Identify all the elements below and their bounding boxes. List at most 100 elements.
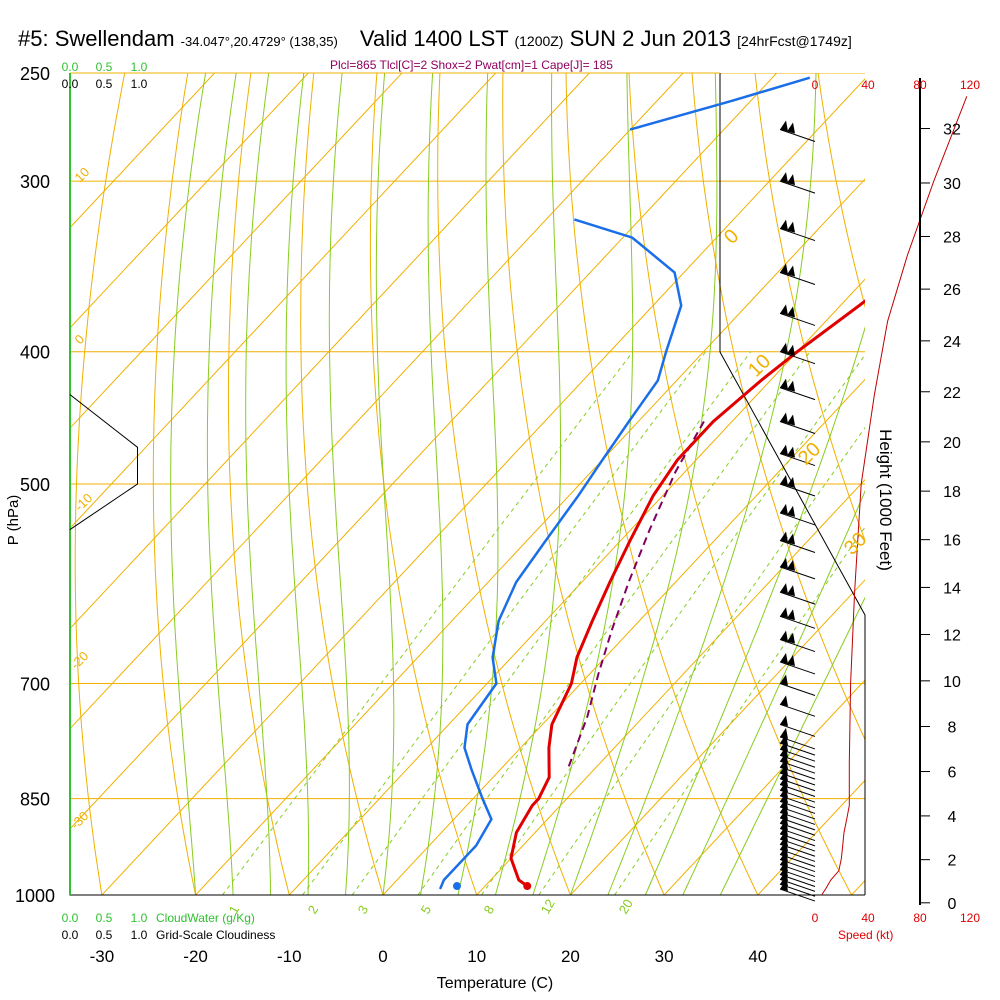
mixing-ratio-line — [351, 351, 752, 895]
wind-barb-flag — [780, 475, 788, 486]
wind-barb-staff — [779, 778, 816, 792]
temperature-tick-label: 0 — [378, 947, 387, 966]
dry-adiabat — [227, 73, 290, 895]
height-tick-label: 28 — [943, 230, 961, 247]
cloudwater-scale-top: 0.5 — [96, 60, 113, 74]
moist-adiabat — [170, 73, 207, 895]
speed-scale-bottom: 0 — [812, 911, 819, 925]
wind-barb-staff — [779, 789, 816, 803]
dry-adiabat — [817, 73, 865, 309]
wind-barb-staff — [779, 848, 816, 862]
cloudwater-scale-top: 1.0 — [131, 60, 148, 74]
wind-barb-flag — [787, 609, 795, 621]
mixing-ratio-line — [614, 526, 865, 895]
dry-adiabat — [369, 73, 478, 895]
wind-barb-staff — [779, 766, 816, 780]
cloudwater-scale-bottom: 1.0 — [131, 911, 148, 925]
wind-barb-staff — [779, 828, 816, 842]
temperature-tick-label: 40 — [748, 947, 767, 966]
mixing-ratio-label: 20 — [616, 896, 636, 916]
wind-barb-staff — [779, 843, 816, 857]
wind-barb-staff — [779, 566, 816, 580]
wind-barb-staff — [779, 661, 816, 675]
speed-scale-top: 40 — [861, 78, 875, 92]
height-tick-label: 10 — [943, 674, 961, 691]
isotherm-line — [663, 679, 865, 895]
wind-panel — [779, 96, 968, 902]
dry-adiabat — [74, 73, 126, 895]
mixing-ratio-label: 2 — [305, 903, 322, 917]
sounding-lines — [438, 76, 865, 890]
moist-adiabat — [682, 489, 865, 895]
height-tick-label: 30 — [943, 176, 961, 193]
station-coords: -34.047°,20.4729° (138,35) — [180, 34, 338, 49]
wind-barb-staff — [779, 869, 816, 883]
height-tick-label: 6 — [948, 765, 957, 782]
dry-adiabat — [502, 73, 665, 895]
wind-barb-flag — [780, 531, 788, 543]
moist-adiabat — [375, 73, 395, 895]
wind-barb-flag — [787, 505, 795, 517]
isotherm-line — [70, 73, 684, 730]
dry-adiabat — [300, 73, 384, 895]
wind-barb-staff — [779, 817, 816, 831]
isotherm-line — [70, 73, 309, 329]
wind-barb-staff — [779, 833, 816, 847]
isotherm-line — [850, 879, 865, 895]
wind-barb-flag — [780, 503, 788, 515]
isotherm-label: 20 — [794, 438, 825, 469]
wind-barb-staff — [779, 512, 816, 526]
dry-adiabat — [437, 73, 571, 895]
dry-adiabat — [754, 73, 865, 542]
wind-barb-flag — [780, 444, 788, 456]
x-axis-title: Temperature (C) — [437, 975, 553, 992]
isotherm-line — [70, 73, 497, 529]
wind-barb-flag — [787, 344, 795, 356]
wind-barb-flag — [787, 265, 795, 277]
isotherm-line — [382, 378, 865, 895]
wind-barb-flag — [780, 652, 788, 664]
wind-barb-staff — [779, 639, 816, 653]
wind-barb-flag — [780, 607, 788, 619]
isotherm-label: 10 — [744, 350, 775, 381]
wind-barb-flag — [787, 654, 795, 666]
forecast-info: [24hrFcst@1749z] — [737, 33, 852, 49]
wind-barb-staff — [779, 864, 816, 878]
cloudiness-scale-top: 0.0 — [62, 77, 79, 91]
wind-barb-flag — [787, 380, 795, 392]
height-tick-label: 24 — [943, 334, 961, 351]
wind-barb-staff — [779, 859, 816, 873]
isotherm-line — [918, 0, 1000, 924]
valid-time: Valid 1400 LST — [359, 26, 509, 51]
height-tick-label: 14 — [943, 580, 961, 597]
surface-temp-dot — [523, 882, 532, 891]
speed-scale-top: 0 — [812, 78, 819, 92]
moist-adiabat — [719, 596, 865, 895]
isotherm-line — [70, 73, 403, 429]
moist-adiabat — [206, 73, 237, 895]
wind-barb-flag — [787, 122, 795, 134]
cloudwater-label: CloudWater (g/Kg) — [156, 911, 255, 925]
wind-barb-staff — [779, 888, 816, 902]
mixing-ratio-line — [417, 351, 811, 895]
cloudiness-scale-bottom: 0.5 — [96, 928, 113, 942]
wind-barb-flag — [780, 172, 788, 184]
mixing-ratio-line — [481, 354, 865, 895]
wind-barb-flag — [780, 304, 788, 316]
height-tick-label: 20 — [943, 435, 961, 452]
wind-speed-line — [821, 96, 968, 896]
height-tick-label: 0 — [948, 896, 957, 913]
height-tick-label: 26 — [943, 282, 961, 299]
wind-barb-flag — [787, 174, 795, 186]
height-tick-label: 8 — [948, 720, 957, 737]
wind-barb-staff — [779, 772, 816, 786]
dry-adiabat — [922, 0, 1000, 924]
height-tick-label: 4 — [948, 809, 957, 826]
wind-barb-staff — [779, 129, 816, 142]
wind-barb-staff — [779, 795, 816, 809]
wind-barb-staff — [779, 683, 816, 696]
wind-barb-flag — [780, 378, 788, 390]
wind-barb-staff — [779, 748, 816, 762]
moist-adiabat — [328, 73, 350, 895]
